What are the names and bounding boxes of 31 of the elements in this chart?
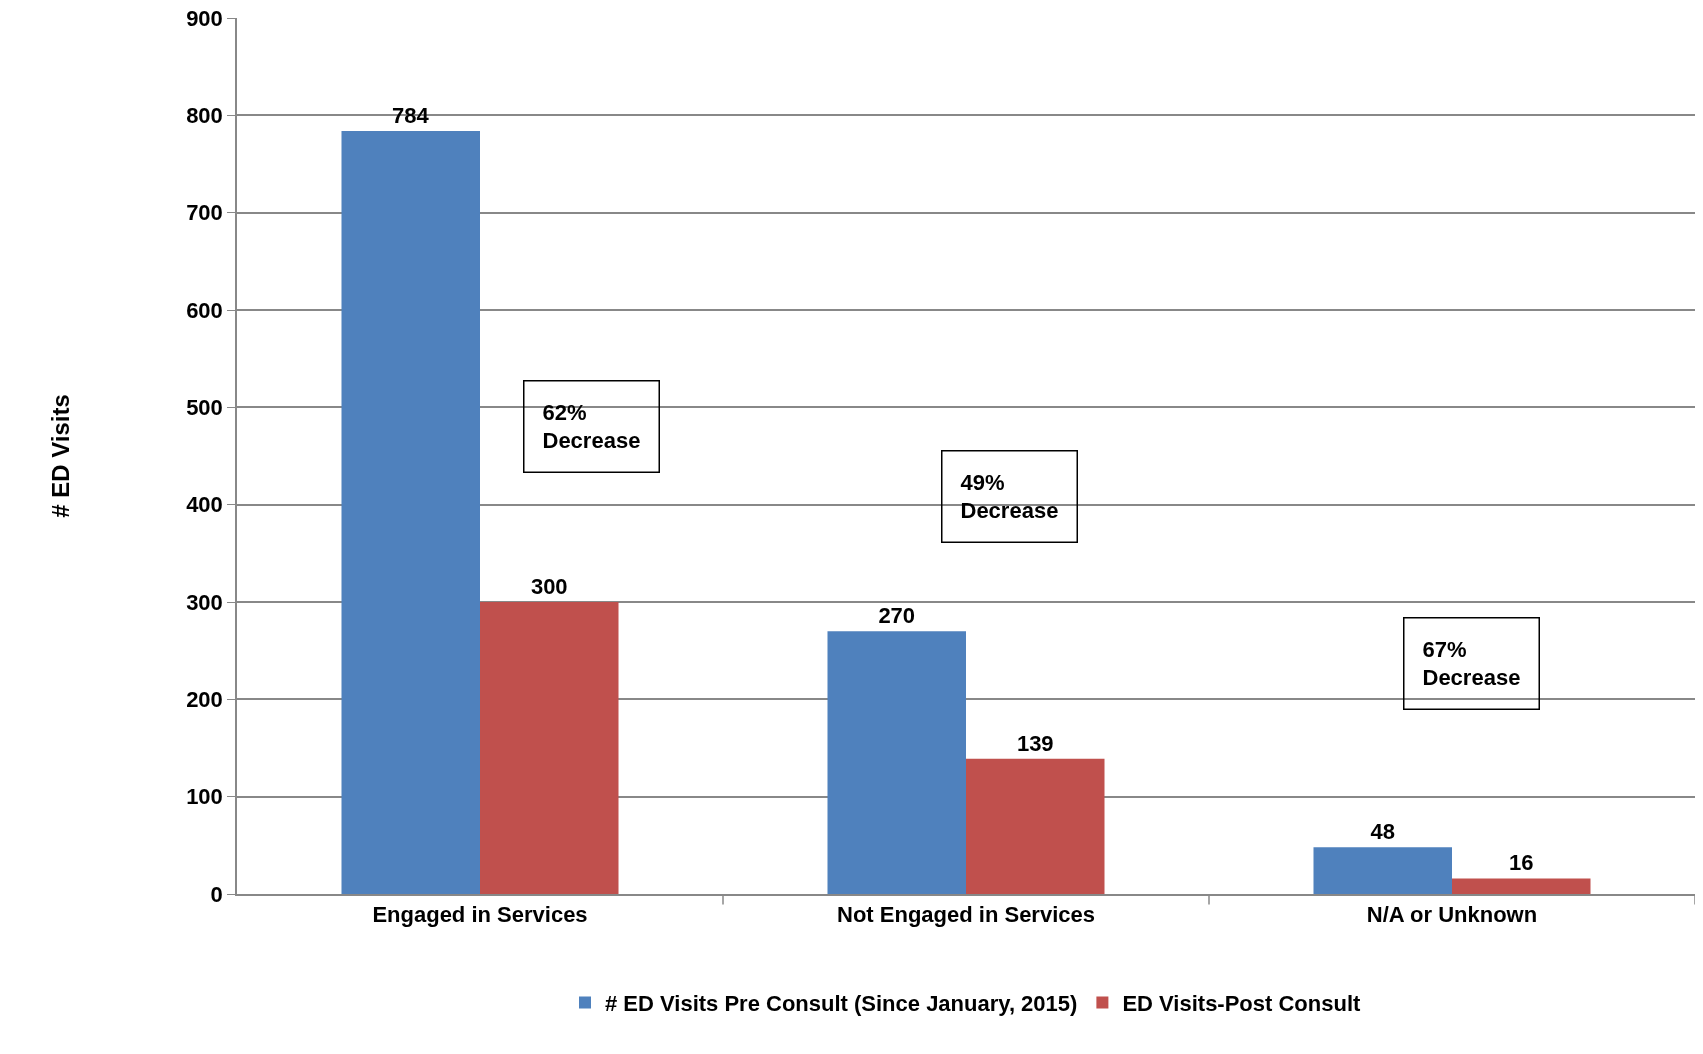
y-tick-label: 900 bbox=[186, 5, 223, 31]
y-tick-label: 500 bbox=[186, 395, 223, 421]
y-tick-label: 200 bbox=[186, 687, 223, 713]
data-label: 300 bbox=[530, 574, 568, 599]
y-tick-label: 300 bbox=[186, 589, 223, 615]
annotation: 67% Decrease bbox=[1422, 636, 1521, 691]
annotation: 62% Decrease bbox=[542, 399, 641, 454]
legend-label: ED Visits-Post Consult bbox=[1122, 990, 1362, 1016]
y-tick-label: 0 bbox=[210, 881, 223, 907]
annotation: 49% Decrease bbox=[960, 469, 1059, 524]
legend-label: # ED Visits Pre Consult (Since January, 2015) bbox=[605, 990, 1078, 1016]
y-tick-label: 800 bbox=[186, 103, 223, 129]
y-tick-label: 700 bbox=[186, 200, 223, 226]
y-tick-label: 100 bbox=[186, 784, 223, 810]
data-label: 48 bbox=[1370, 819, 1395, 845]
y-tick-label: 400 bbox=[186, 492, 223, 518]
bar bbox=[480, 602, 619, 894]
bar bbox=[1452, 878, 1591, 894]
x-tick-label: N/A or Unknown bbox=[1366, 902, 1538, 928]
data-label: 270 bbox=[878, 603, 916, 629]
bar bbox=[966, 758, 1105, 894]
bar bbox=[341, 130, 480, 894]
data-label: 139 bbox=[1016, 730, 1054, 756]
bar bbox=[1313, 847, 1452, 894]
bar bbox=[827, 631, 966, 894]
data-label: 784 bbox=[392, 102, 430, 128]
x-tick-label: Not Engaged in Services bbox=[837, 902, 1095, 928]
y-tick-label: 600 bbox=[186, 297, 223, 323]
y-axis-title: # ED Visits bbox=[46, 394, 74, 518]
data-label: 16 bbox=[1509, 850, 1534, 876]
x-tick-label: Engaged in Services bbox=[372, 902, 588, 928]
